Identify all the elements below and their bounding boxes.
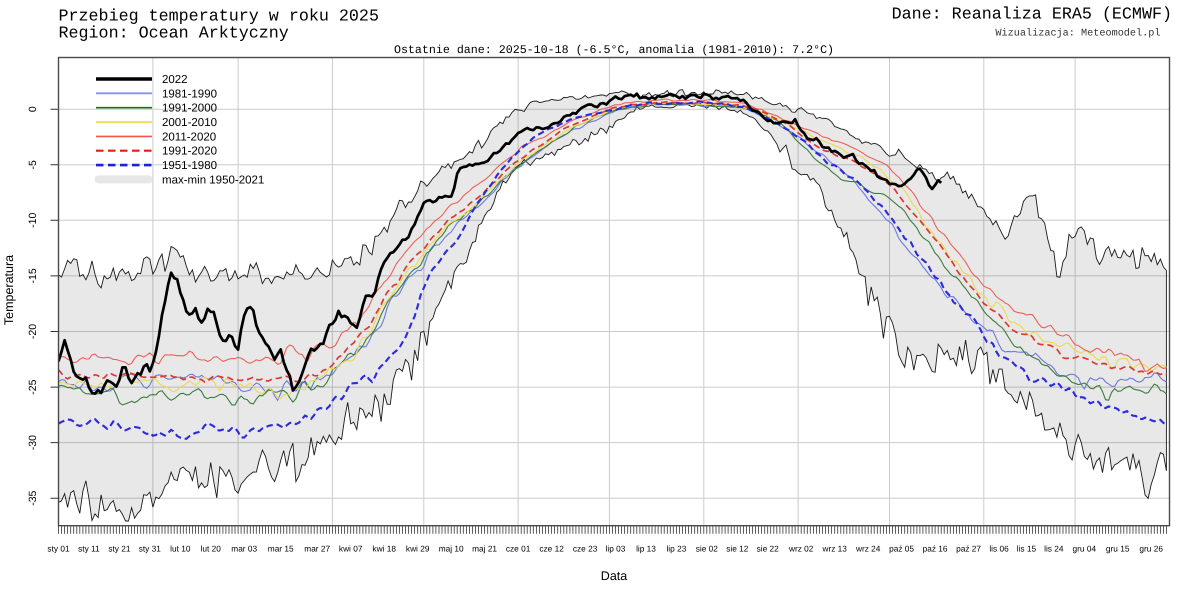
svg-text:Region: Ocean Arktyczny: Region: Ocean Arktyczny bbox=[59, 25, 289, 44]
svg-text:lut 20: lut 20 bbox=[201, 544, 222, 554]
svg-text:wrz 24: wrz 24 bbox=[855, 544, 881, 554]
svg-text:Ostatnie dane: 2025-10-18 (-6.: Ostatnie dane: 2025-10-18 (-6.5°C, anoma… bbox=[394, 44, 834, 57]
svg-text:gru 04: gru 04 bbox=[1073, 544, 1097, 554]
svg-text:0: 0 bbox=[27, 106, 39, 112]
svg-text:cze 12: cze 12 bbox=[539, 544, 564, 554]
svg-text:gru 26: gru 26 bbox=[1139, 544, 1163, 554]
svg-text:Wizualizacja: Meteomodel.pl: Wizualizacja: Meteomodel.pl bbox=[995, 28, 1160, 40]
svg-text:sty 21: sty 21 bbox=[108, 544, 131, 554]
svg-text:kwi 29: kwi 29 bbox=[406, 544, 430, 554]
svg-text:Temperatura: Temperatura bbox=[2, 255, 16, 325]
svg-text:kwi 18: kwi 18 bbox=[372, 544, 396, 554]
svg-text:lis 24: lis 24 bbox=[1044, 544, 1064, 554]
svg-text:1991-2000: 1991-2000 bbox=[162, 103, 217, 115]
svg-text:gru 15: gru 15 bbox=[1106, 544, 1130, 554]
svg-text:-15: -15 bbox=[27, 268, 39, 283]
svg-text:cze 23: cze 23 bbox=[573, 544, 598, 554]
svg-text:2011-2020: 2011-2020 bbox=[162, 131, 216, 143]
svg-text:1991-2020: 1991-2020 bbox=[162, 146, 217, 158]
svg-text:maj 21: maj 21 bbox=[472, 544, 497, 554]
svg-text:Dane: Reanaliza ERA5 (ECMWF): Dane: Reanaliza ERA5 (ECMWF) bbox=[892, 6, 1172, 25]
svg-text:kwi 07: kwi 07 bbox=[339, 544, 363, 554]
svg-text:paź 16: paź 16 bbox=[923, 544, 948, 554]
svg-text:lip 23: lip 23 bbox=[666, 544, 686, 554]
svg-text:1951-1980: 1951-1980 bbox=[162, 160, 217, 172]
svg-text:1981-1990: 1981-1990 bbox=[162, 88, 217, 100]
svg-text:-20: -20 bbox=[27, 324, 39, 339]
svg-text:Data: Data bbox=[601, 569, 627, 583]
svg-text:-35: -35 bbox=[27, 490, 39, 505]
svg-text:-5: -5 bbox=[27, 160, 39, 169]
svg-text:paź 05: paź 05 bbox=[889, 544, 914, 554]
svg-text:lut 10: lut 10 bbox=[170, 544, 191, 554]
svg-text:sty 11: sty 11 bbox=[78, 544, 100, 554]
svg-text:2001-2010: 2001-2010 bbox=[162, 117, 217, 129]
svg-text:wrz 13: wrz 13 bbox=[821, 544, 847, 554]
svg-text:Przebieg temperatury w roku 20: Przebieg temperatury w roku 2025 bbox=[59, 7, 379, 26]
svg-text:mar 27: mar 27 bbox=[304, 544, 330, 554]
svg-text:2022: 2022 bbox=[162, 74, 188, 86]
svg-text:sty 01: sty 01 bbox=[47, 544, 70, 554]
svg-text:-10: -10 bbox=[27, 213, 39, 228]
svg-text:wrz 02: wrz 02 bbox=[788, 544, 814, 554]
svg-text:lis 15: lis 15 bbox=[1017, 544, 1037, 554]
svg-text:mar 15: mar 15 bbox=[268, 544, 294, 554]
svg-text:lip 13: lip 13 bbox=[636, 544, 656, 554]
svg-text:sie 22: sie 22 bbox=[757, 544, 780, 554]
svg-text:cze 01: cze 01 bbox=[506, 544, 531, 554]
svg-text:-25: -25 bbox=[27, 379, 39, 394]
svg-text:paź 27: paź 27 bbox=[956, 544, 981, 554]
svg-text:sie 12: sie 12 bbox=[726, 544, 749, 554]
svg-text:sie 02: sie 02 bbox=[696, 544, 719, 554]
svg-text:mar 03: mar 03 bbox=[231, 544, 257, 554]
svg-text:sty 31: sty 31 bbox=[139, 544, 162, 554]
svg-text:lis 06: lis 06 bbox=[989, 544, 1009, 554]
svg-text:-30: -30 bbox=[27, 435, 39, 450]
svg-text:max-min 1950-2021: max-min 1950-2021 bbox=[162, 174, 264, 186]
svg-text:maj 10: maj 10 bbox=[439, 544, 464, 554]
svg-text:lip 03: lip 03 bbox=[606, 544, 626, 554]
